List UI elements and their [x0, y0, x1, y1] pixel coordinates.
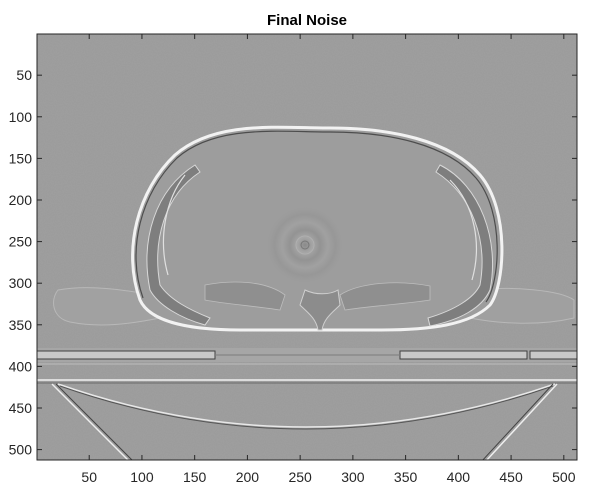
y-tick-label: 100 — [9, 109, 33, 125]
left-lung-lobe — [204, 281, 286, 311]
x-tick-label: 500 — [552, 469, 576, 485]
x-tick-label: 150 — [183, 469, 207, 485]
y-axis: 50 100 150 200 250 300 350 400 450 500 — [9, 67, 577, 458]
y-tick-label: 300 — [9, 275, 33, 291]
x-tick-label: 50 — [81, 469, 97, 485]
x-tick-label: 400 — [447, 469, 471, 485]
y-tick-label: 200 — [9, 192, 33, 208]
plot-frame — [36, 33, 578, 461]
x-tick-label: 300 — [341, 469, 365, 485]
noise-image — [37, 34, 577, 460]
x-tick-label: 450 — [499, 469, 523, 485]
y-tick-label: 50 — [16, 67, 32, 83]
spine — [299, 289, 341, 331]
right-lung-lobe — [339, 282, 431, 311]
table-left-rail — [37, 350, 216, 360]
center-rings — [267, 207, 343, 283]
y-tick-label: 250 — [9, 234, 33, 250]
x-tick-label: 200 — [236, 469, 260, 485]
right-arm-shape — [469, 288, 575, 324]
y-tick-label: 450 — [9, 400, 33, 416]
x-tick-label: 100 — [130, 469, 154, 485]
right-rib-band — [427, 164, 494, 327]
left-arm-shape — [53, 287, 166, 326]
y-tick-label: 350 — [9, 317, 33, 333]
y-tick-label: 400 — [9, 358, 33, 374]
table-cradle-arc — [57, 383, 556, 428]
y-tick-label: 500 — [9, 442, 33, 458]
table-right-rail — [399, 350, 528, 360]
x-tick-label: 350 — [394, 469, 418, 485]
table-right-leg — [485, 383, 558, 460]
y-tick-label: 150 — [9, 150, 33, 166]
table-left-leg — [51, 383, 130, 460]
chart-title: Final Noise — [267, 12, 347, 29]
x-tick-label: 250 — [288, 469, 312, 485]
x-axis: 50 100 150 200 250 300 350 400 450 500 — [81, 34, 576, 485]
left-rib-band — [146, 164, 211, 326]
